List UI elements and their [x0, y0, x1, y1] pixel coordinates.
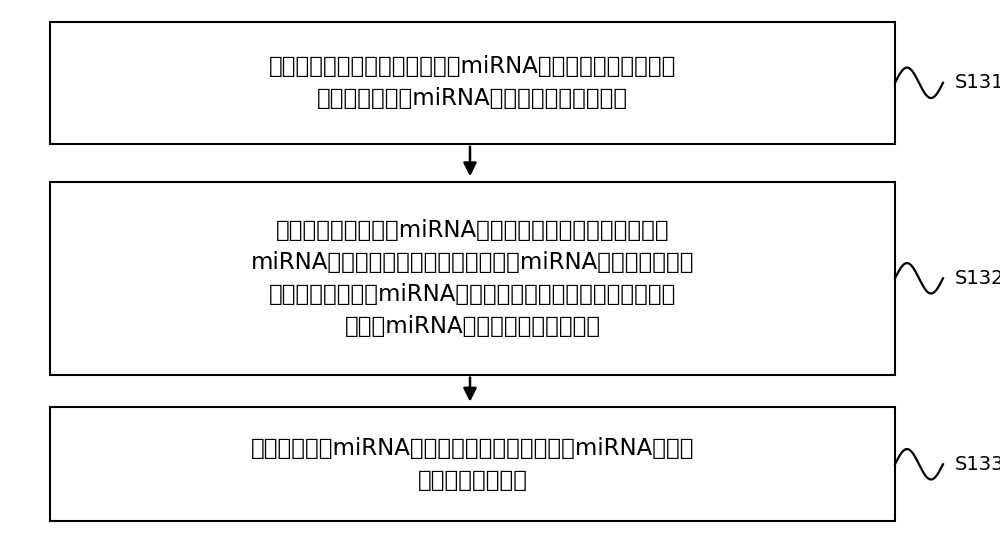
- Text: 根据匹配样本个数、预设参数、miRNA和靶基因重合的单细胞
个数，计算获取miRNA和靶基因的统计相关值: 根据匹配样本个数、预设参数、miRNA和靶基因重合的单细胞 个数，计算获取miR…: [269, 55, 676, 110]
- FancyBboxPatch shape: [50, 407, 895, 521]
- Text: S133: S133: [955, 455, 1000, 473]
- FancyBboxPatch shape: [50, 182, 895, 375]
- FancyBboxPatch shape: [50, 22, 895, 144]
- Text: 根据归一化的miRNA和靶基因的统计相关值确定miRNA和靶基
因之间的显著性值: 根据归一化的miRNA和靶基因的统计相关值确定miRNA和靶基 因之间的显著性值: [251, 437, 694, 492]
- Text: 根据匹配样本个数、miRNA和靶基因的统计相关值的均值、
miRNA靶基因的统计相关值的标准差、miRNA靶基因的统计相
关值、预设参数、miRNA和靶基因重合: 根据匹配样本个数、miRNA和靶基因的统计相关值的均值、 miRNA靶基因的统计…: [251, 219, 694, 338]
- Text: S131: S131: [955, 73, 1000, 92]
- Text: S132: S132: [955, 269, 1000, 288]
